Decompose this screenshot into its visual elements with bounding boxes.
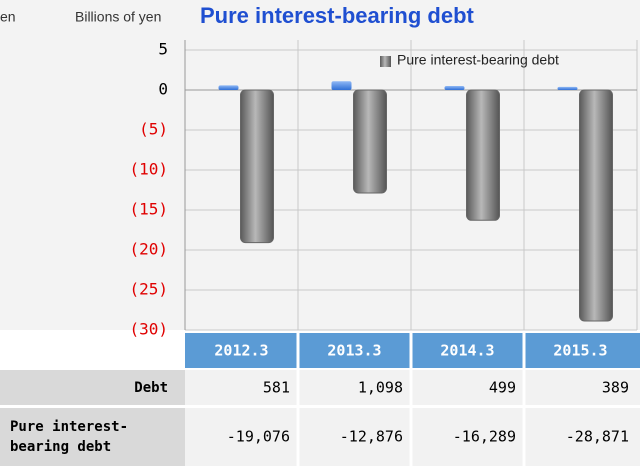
x-category-label: 2014.3 (440, 342, 494, 360)
net-debt-bar (466, 89, 500, 221)
table-value: -19,076 (227, 428, 290, 446)
y-tick-label: (30) (129, 320, 168, 339)
y-tick-label: 0 (158, 80, 168, 99)
chart-title: Pure interest-bearing debt (200, 3, 475, 28)
row-header: Pure interest-bearing debt (10, 419, 128, 455)
row-header: Debt (134, 380, 168, 396)
table-value: 389 (602, 379, 629, 397)
y-tick-label: (25) (129, 280, 168, 299)
row-header-bg (0, 370, 185, 405)
net-debt-bar (353, 89, 387, 194)
table-value: -12,876 (340, 428, 403, 446)
y-tick-label: (15) (129, 200, 168, 219)
x-category-label: 2015.3 (553, 342, 607, 360)
table-value: 1,098 (358, 379, 403, 397)
net-debt-bar (579, 89, 613, 322)
legend-swatch (380, 56, 391, 67)
x-category-label: 2012.3 (214, 342, 268, 360)
y-tick-label: 5 (158, 40, 168, 59)
y-tick-label: (10) (129, 160, 168, 179)
x-category-label: 2013.3 (327, 342, 381, 360)
net-debt-bar (240, 89, 274, 244)
debt-bar (444, 86, 465, 90)
clipped-text: en (0, 9, 16, 25)
legend-label: Pure interest-bearing debt (397, 52, 559, 68)
row-header-line: Pure interest- (10, 419, 128, 435)
background (0, 0, 640, 330)
row-header-bg (0, 408, 185, 466)
table-value: -28,871 (566, 428, 629, 446)
table-value: 581 (263, 379, 290, 397)
debt-bar (557, 86, 578, 90)
y-tick-label: (20) (129, 240, 168, 259)
y-tick-label: (5) (139, 120, 168, 139)
y-axis-label: Billions of yen (75, 9, 161, 25)
table-value: -16,289 (453, 428, 516, 446)
row-header-line: bearing debt (10, 439, 111, 455)
table-value: 499 (489, 379, 516, 397)
debt-bar (331, 81, 352, 90)
debt-bar (218, 85, 239, 90)
